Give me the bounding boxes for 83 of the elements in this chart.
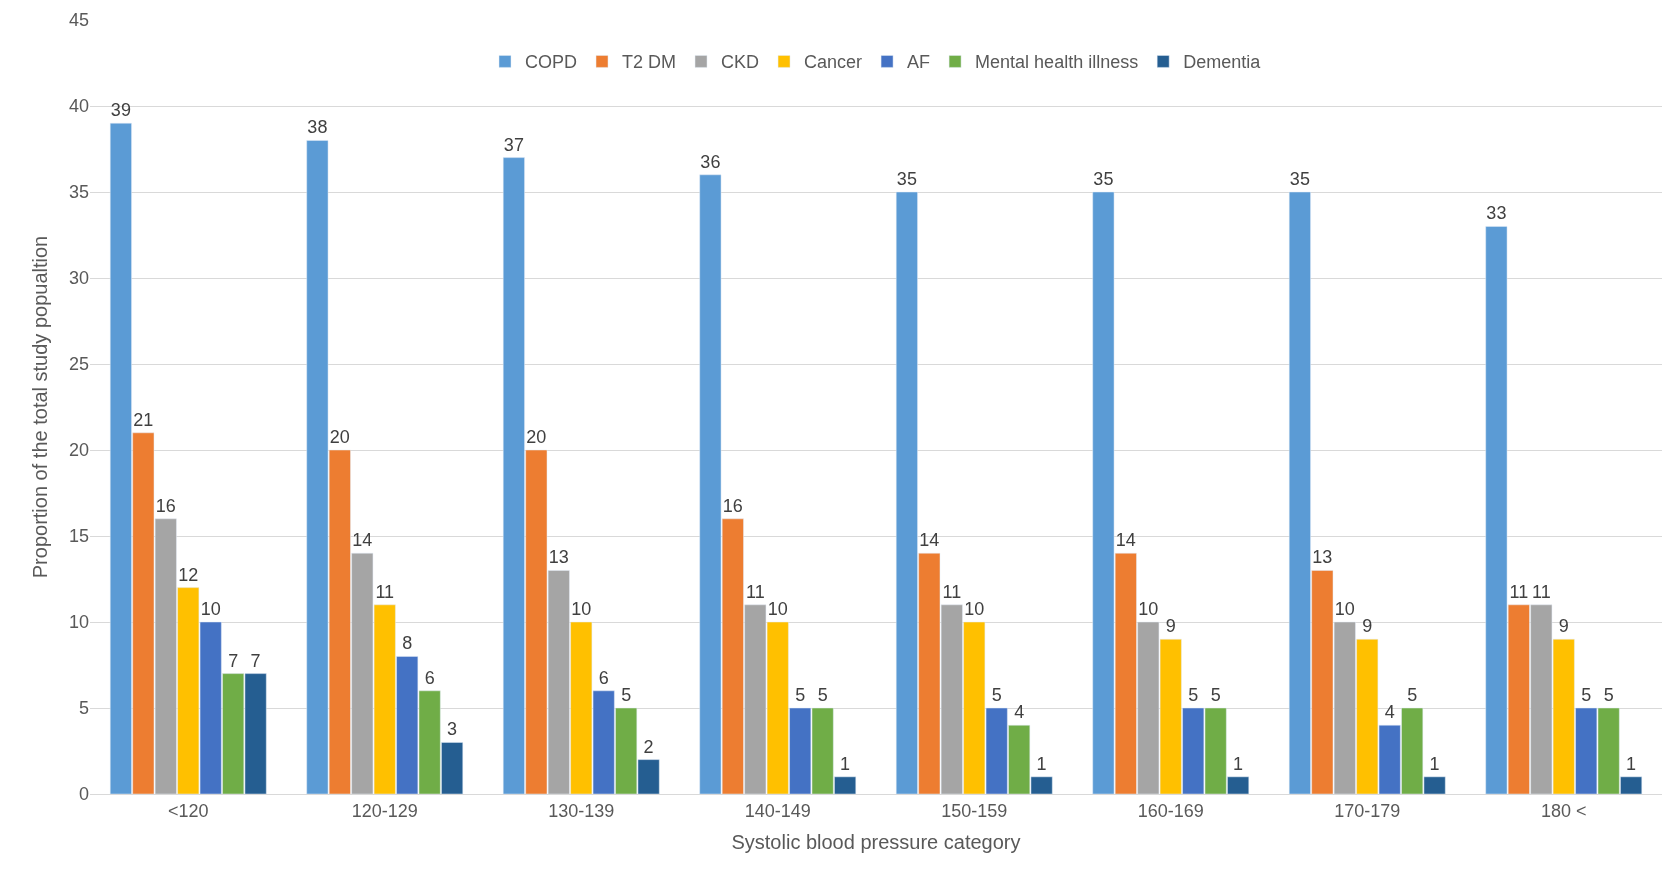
y-tick-label: 15: [68, 526, 89, 547]
legend-label: T2 DM: [622, 52, 677, 73]
y-axis-title: Proportion of the total study popualtion: [29, 235, 52, 579]
data-label: 5: [1188, 685, 1199, 705]
data-label: 11: [1531, 581, 1551, 602]
data-label: 21: [133, 409, 154, 430]
data-label: 20: [526, 427, 547, 447]
y-tick-label: 40: [68, 96, 89, 117]
data-label: 11: [745, 581, 765, 602]
data-label: 5: [1603, 685, 1614, 705]
data-label: 16: [155, 495, 176, 516]
legend-label: AF: [907, 52, 931, 73]
data-label: 2: [643, 736, 654, 757]
x-tick-label: 120-129: [351, 800, 418, 821]
data-label: 13: [548, 547, 569, 568]
data-label: 20: [329, 427, 350, 447]
y-tick-label: 35: [68, 182, 89, 203]
data-label: 5: [795, 685, 806, 705]
x-tick-label: <120: [167, 800, 209, 821]
y-tick-label: 25: [68, 354, 89, 375]
data-label: 5: [991, 685, 1002, 705]
data-label: 1: [1036, 753, 1047, 774]
data-label: 4: [1384, 702, 1395, 723]
data-label: 14: [919, 530, 940, 551]
data-label: 7: [250, 650, 261, 671]
data-label: 3: [447, 719, 458, 740]
x-tick-label: 140-149: [744, 800, 811, 821]
data-label: 10: [1138, 599, 1159, 619]
data-label: 11: [942, 581, 962, 602]
data-label: 36: [700, 151, 721, 172]
data-label: 11: [375, 581, 395, 602]
data-label: 5: [1407, 685, 1418, 705]
legend-label: COPD: [525, 52, 578, 73]
legend-label: Cancer: [804, 52, 863, 73]
data-label: 33: [1486, 203, 1507, 224]
data-label: 12: [178, 564, 199, 585]
data-label: 9: [1165, 616, 1176, 637]
data-label: 7: [228, 650, 239, 671]
data-label: 5: [621, 685, 632, 705]
data-label: 10: [964, 599, 985, 619]
data-label: 11: [1509, 581, 1529, 602]
data-label: 5: [1581, 685, 1592, 705]
data-label: 14: [352, 530, 373, 551]
data-label: 16: [722, 495, 743, 516]
y-tick-label: 45: [68, 10, 89, 31]
y-tick-label: 5: [78, 698, 89, 719]
data-label: 4: [1014, 702, 1025, 723]
x-tick-label: 160-169: [1137, 800, 1204, 821]
data-label: 5: [817, 685, 828, 705]
x-tick-label: 180 <: [1540, 800, 1587, 821]
data-label: 1: [1626, 753, 1637, 774]
data-label: 10: [1334, 599, 1355, 619]
data-label: 35: [896, 169, 917, 189]
data-label: 1: [1429, 753, 1440, 774]
data-label: 10: [200, 599, 221, 619]
data-label: 9: [1362, 616, 1373, 637]
data-label: 10: [767, 599, 788, 619]
data-label: 38: [307, 117, 328, 138]
data-label: 39: [110, 100, 131, 121]
data-label: 6: [424, 667, 435, 688]
legend-label: Mental health illness: [975, 52, 1139, 73]
y-tick-label: 0: [78, 784, 89, 805]
data-label: 5: [1210, 685, 1221, 705]
x-tick-label: 150-159: [941, 800, 1008, 821]
data-label: 13: [1312, 547, 1333, 568]
data-label: 37: [503, 134, 524, 155]
y-tick-label: 20: [68, 440, 89, 461]
legend-label: CKD: [721, 52, 760, 73]
data-label: 35: [1289, 169, 1310, 189]
x-tick-label: 130-139: [548, 800, 615, 821]
data-label: 8: [402, 633, 413, 654]
data-label: 10: [571, 599, 592, 619]
data-label: 35: [1093, 169, 1114, 189]
data-label: 14: [1115, 530, 1136, 551]
data-label: 1: [840, 753, 851, 774]
data-label: 6: [598, 667, 609, 688]
x-axis-title: Systolic blood pressure category: [731, 831, 1021, 854]
x-tick-label: 170-179: [1334, 800, 1401, 821]
y-tick-label: 30: [68, 268, 89, 289]
data-label: 1: [1233, 753, 1244, 774]
y-tick-label: 10: [68, 612, 89, 633]
legend-label: Dementia: [1183, 52, 1262, 73]
data-label: 9: [1558, 616, 1569, 637]
